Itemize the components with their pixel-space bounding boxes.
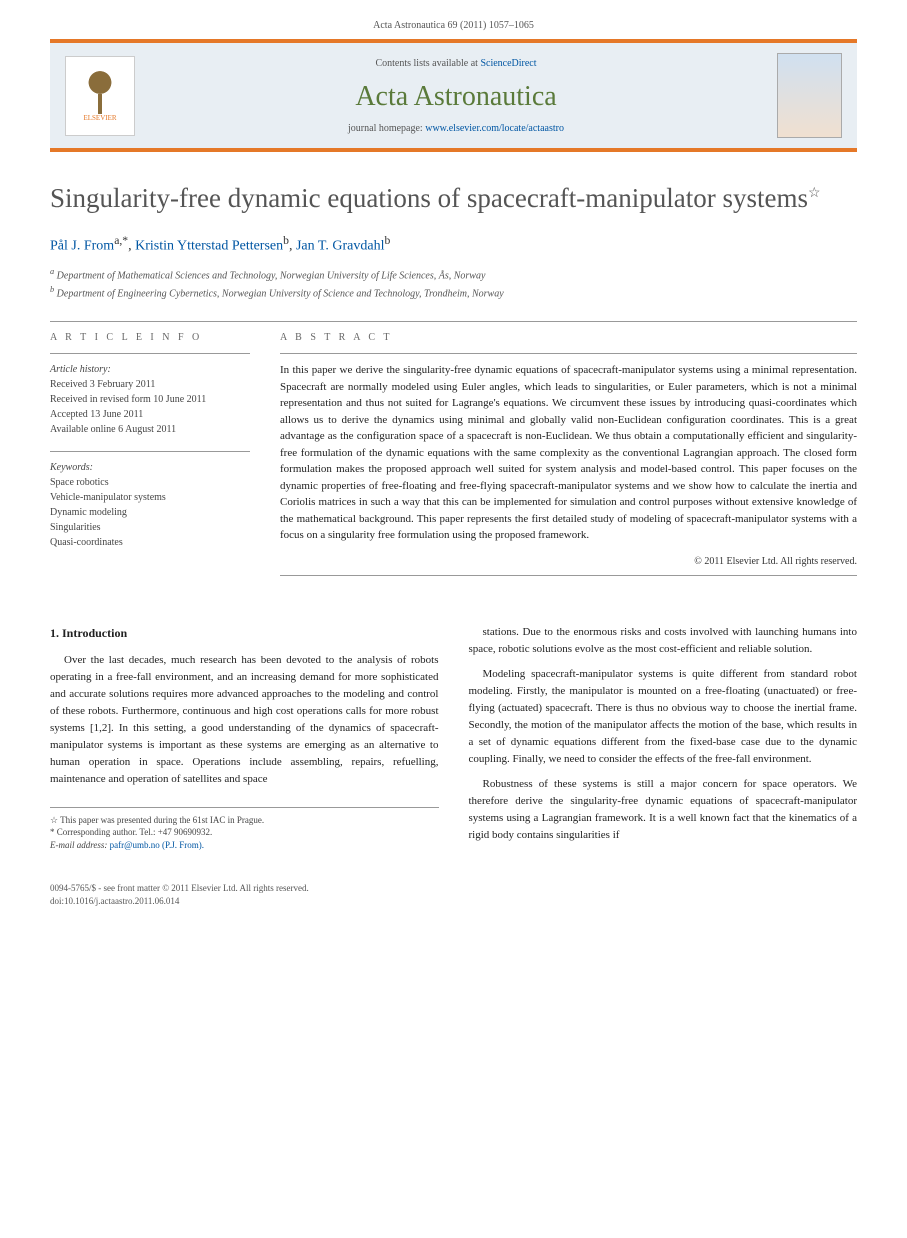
keywords-block: Keywords: Space robotics Vehicle-manipul…: [50, 460, 250, 550]
title-note-marker: ☆: [808, 186, 821, 201]
author-name: Pål J. From: [50, 238, 114, 253]
aff-text: Department of Mathematical Sciences and …: [57, 271, 486, 282]
divider: [50, 451, 250, 452]
doi-line: doi:10.1016/j.actaastro.2011.06.014: [50, 895, 857, 908]
homepage-link[interactable]: www.elsevier.com/locate/actaastro: [425, 123, 564, 134]
author-link[interactable]: Pål J. From: [50, 238, 114, 253]
paragraph: Robustness of these systems is still a m…: [469, 776, 858, 844]
footnotes: ☆ This paper was presented during the 61…: [50, 807, 439, 852]
article-history: Article history: Received 3 February 201…: [50, 362, 250, 437]
divider: [280, 575, 857, 576]
aff-text: Department of Engineering Cybernetics, N…: [57, 288, 504, 299]
body-columns: 1. Introduction Over the last decades, m…: [50, 624, 857, 853]
homepage-line: journal homepage: www.elsevier.com/locat…: [135, 123, 777, 134]
paragraph: stations. Due to the enormous risks and …: [469, 624, 858, 658]
history-online: Available online 6 August 2011: [50, 422, 250, 437]
divider: [50, 353, 250, 354]
article-body: Singularity-free dynamic equations of sp…: [0, 152, 907, 882]
author-link[interactable]: Kristin Ytterstad Pettersen: [135, 238, 283, 253]
affiliation: a Department of Mathematical Sciences an…: [50, 266, 857, 283]
journal-cover-thumbnail: [777, 53, 842, 138]
history-revised: Received in revised form 10 June 2011: [50, 392, 250, 407]
footnote-email: E-mail address: pafr@umb.no (P.J. From).: [50, 839, 439, 852]
publisher-name: ELSEVIER: [83, 114, 116, 122]
issn-line: 0094-5765/$ - see front matter © 2011 El…: [50, 882, 857, 895]
abstract-column: a b s t r a c t In this paper we derive …: [280, 332, 857, 584]
divider: [280, 353, 857, 354]
copyright-line: © 2011 Elsevier Ltd. All rights reserved…: [280, 556, 857, 567]
section-heading: 1. Introduction: [50, 624, 439, 643]
info-abstract-row: a r t i c l e i n f o Article history: R…: [50, 332, 857, 584]
journal-banner: ELSEVIER Contents lists available at Sci…: [50, 39, 857, 152]
keyword: Vehicle-manipulator systems: [50, 490, 250, 505]
paragraph: Over the last decades, much research has…: [50, 652, 439, 788]
journal-reference: Acta Astronautica 69 (2011) 1057–1065: [50, 20, 857, 31]
history-accepted: Accepted 13 June 2011: [50, 407, 250, 422]
keyword: Space robotics: [50, 475, 250, 490]
footnote-presented: ☆ This paper was presented during the 61…: [50, 814, 439, 827]
paragraph: Modeling spacecraft-manipulator systems …: [469, 666, 858, 768]
journal-name: Acta Astronautica: [135, 81, 777, 113]
email-link[interactable]: pafr@umb.no (P.J. From).: [110, 840, 204, 850]
keyword: Singularities: [50, 520, 250, 535]
author-link[interactable]: Jan T. Gravdahl: [296, 238, 385, 253]
affiliations: a Department of Mathematical Sciences an…: [50, 266, 857, 301]
elsevier-tree-icon: [80, 69, 120, 114]
left-column: 1. Introduction Over the last decades, m…: [50, 624, 439, 853]
contents-prefix: Contents lists available at: [375, 58, 480, 69]
title-text: Singularity-free dynamic equations of sp…: [50, 183, 808, 213]
aff-key: b: [50, 285, 54, 294]
article-title: Singularity-free dynamic equations of sp…: [50, 182, 857, 216]
abstract-heading: a b s t r a c t: [280, 332, 857, 343]
history-label: Article history:: [50, 362, 250, 377]
contents-available: Contents lists available at ScienceDirec…: [135, 58, 777, 69]
email-label: E-mail address:: [50, 840, 107, 850]
author-aff: b: [283, 234, 289, 247]
authors-line: Pål J. Froma,*, Kristin Ytterstad Petter…: [50, 234, 857, 255]
author-name: Kristin Ytterstad Pettersen: [135, 238, 283, 253]
article-info-column: a r t i c l e i n f o Article history: R…: [50, 332, 250, 584]
sciencedirect-link[interactable]: ScienceDirect: [480, 58, 536, 69]
history-received: Received 3 February 2011: [50, 377, 250, 392]
author-name: Jan T. Gravdahl: [296, 238, 385, 253]
author-aff: b: [384, 234, 390, 247]
keywords-label: Keywords:: [50, 460, 250, 475]
elsevier-logo: ELSEVIER: [65, 56, 135, 136]
homepage-prefix: journal homepage:: [348, 123, 425, 134]
keyword: Dynamic modeling: [50, 505, 250, 520]
banner-center: Contents lists available at ScienceDirec…: [135, 58, 777, 134]
article-info-heading: a r t i c l e i n f o: [50, 332, 250, 343]
header: Acta Astronautica 69 (2011) 1057–1065 EL…: [0, 0, 907, 152]
footnote-corresponding: * Corresponding author. Tel.: +47 906909…: [50, 826, 439, 839]
aff-key: a: [50, 267, 54, 276]
page-footer: 0094-5765/$ - see front matter © 2011 El…: [0, 882, 907, 927]
abstract-text: In this paper we derive the singularity-…: [280, 362, 857, 544]
affiliation: b Department of Engineering Cybernetics,…: [50, 284, 857, 301]
author-mark: ,*: [119, 234, 128, 247]
right-column: stations. Due to the enormous risks and …: [469, 624, 858, 853]
keyword: Quasi-coordinates: [50, 535, 250, 550]
divider: [50, 321, 857, 322]
